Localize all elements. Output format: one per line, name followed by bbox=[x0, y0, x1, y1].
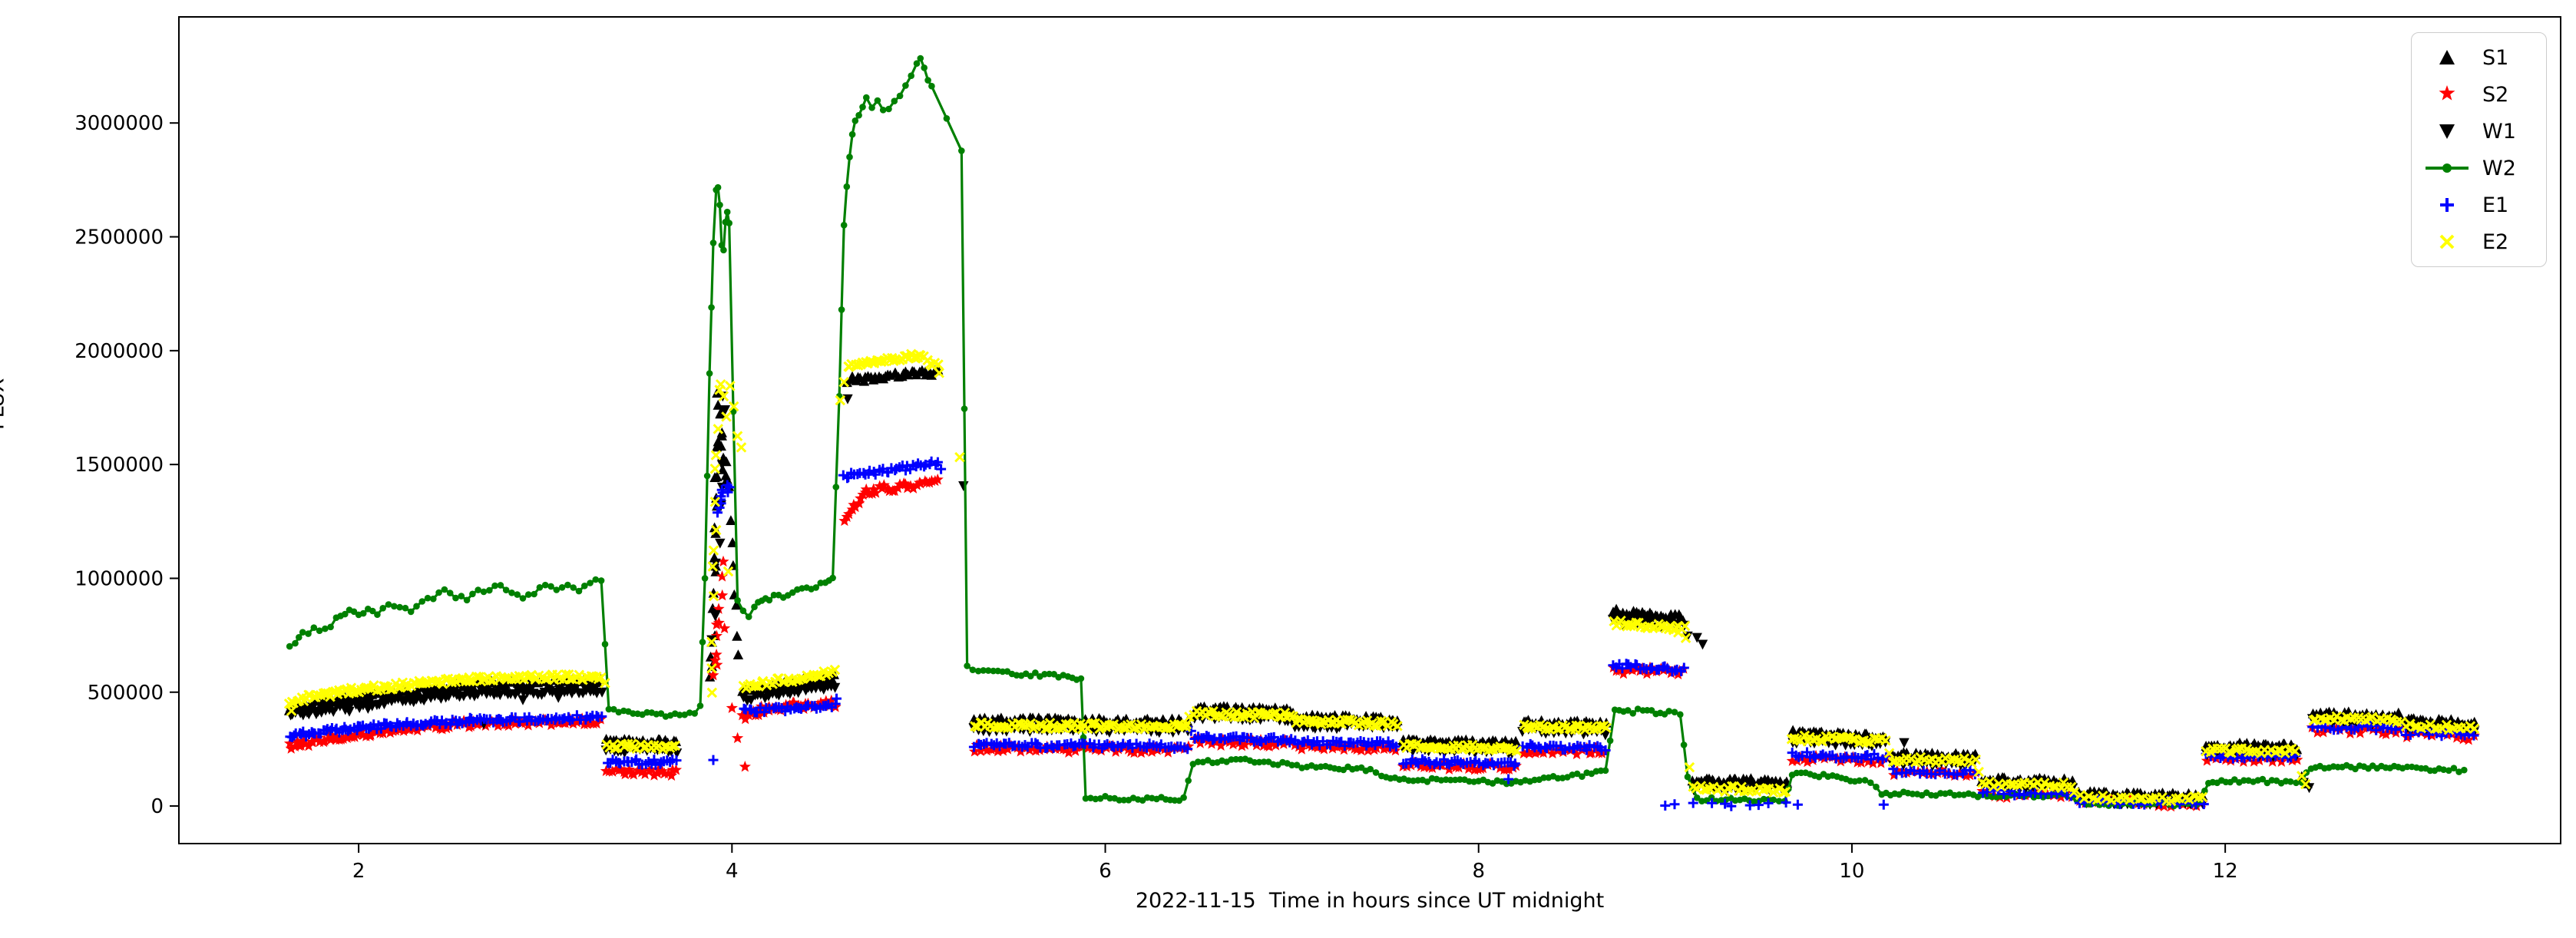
legend-item-e1: E1 bbox=[2412, 188, 2546, 222]
y-tick-label: 1000000 bbox=[74, 567, 164, 590]
line-dot-icon bbox=[2412, 155, 2482, 181]
series-e1-markers bbox=[283, 455, 2480, 813]
x-tick-label: 4 bbox=[726, 860, 739, 883]
triangle-up-icon bbox=[2412, 45, 2482, 71]
plot-frame bbox=[178, 16, 2561, 844]
legend: S1 S2 W1 W2 E1 bbox=[2411, 32, 2547, 267]
y-tick-label: 1500000 bbox=[74, 454, 164, 477]
x-icon bbox=[2412, 229, 2482, 255]
y-tick-label: 500000 bbox=[88, 682, 164, 705]
x-tick-label: 8 bbox=[1472, 860, 1485, 883]
y-axis-label: FLUX bbox=[0, 378, 9, 431]
legend-item-w1: W1 bbox=[2412, 114, 2546, 148]
legend-label: W2 bbox=[2482, 156, 2516, 180]
y-tick-label: 2500000 bbox=[74, 226, 164, 249]
x-tick-label: 12 bbox=[2213, 860, 2238, 883]
series-w2-line bbox=[286, 54, 2468, 810]
y-tick-label: 0 bbox=[150, 795, 164, 818]
x-axis-label: 2022-11-15 Time in hours since UT midnig… bbox=[1135, 889, 1605, 913]
plus-icon bbox=[2412, 192, 2482, 218]
legend-label: E2 bbox=[2482, 230, 2509, 254]
x-tick-label: 2 bbox=[352, 860, 365, 883]
legend-item-s1: S1 bbox=[2412, 41, 2546, 74]
x-tick-label: 10 bbox=[1839, 860, 1864, 883]
x-tick-label: 6 bbox=[1099, 860, 1112, 883]
series-s1-markers bbox=[283, 364, 2480, 804]
star-icon bbox=[2412, 81, 2482, 107]
y-tick-label: 3000000 bbox=[74, 112, 164, 135]
legend-label: S2 bbox=[2482, 82, 2509, 107]
legend-item-e2: E2 bbox=[2412, 225, 2546, 259]
legend-item-s2: S2 bbox=[2412, 78, 2546, 111]
legend-label: W1 bbox=[2482, 119, 2516, 144]
legend-label: E1 bbox=[2482, 193, 2509, 217]
legend-item-w2: W2 bbox=[2412, 151, 2546, 185]
triangle-down-icon bbox=[2412, 118, 2482, 144]
y-tick-label: 2000000 bbox=[74, 340, 164, 363]
legend-label: S1 bbox=[2482, 45, 2509, 70]
